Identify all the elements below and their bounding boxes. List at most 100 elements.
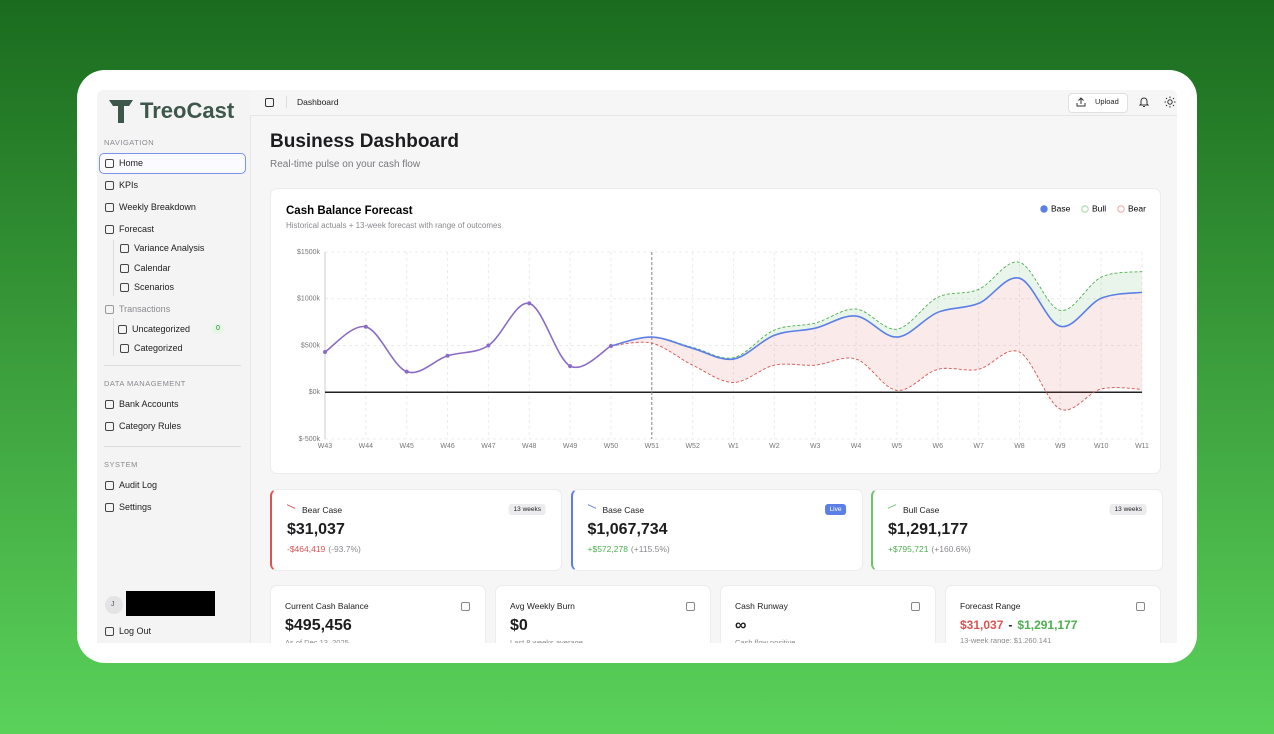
scenario-change: -$464,419 (-93.7%) xyxy=(287,543,361,555)
avatar-initial: J xyxy=(111,601,115,608)
top-bar xyxy=(250,90,1177,116)
nav-item[interactable]: Home xyxy=(119,158,144,168)
divider xyxy=(104,365,241,366)
actual-point xyxy=(404,369,409,374)
x-tick-label: W10 xyxy=(1094,443,1109,450)
scenario-change: +$795,721 (+160.6%) xyxy=(888,543,971,555)
app-inner: Cash Balance Forecast Historical actuals… xyxy=(97,90,1177,643)
scenario-badge: 13 weeks xyxy=(1109,504,1147,515)
nav-item[interactable]: Bank Accounts xyxy=(119,399,179,409)
y-tick-label: $1500k xyxy=(297,249,320,256)
bull-line xyxy=(610,261,1143,359)
metric-icon xyxy=(1136,602,1145,611)
nav-icon xyxy=(105,400,114,409)
x-tick-label: W50 xyxy=(604,443,619,450)
nav-item[interactable]: Transactions xyxy=(119,304,171,314)
x-tick-label: W43 xyxy=(318,443,333,450)
bear-line xyxy=(610,341,1143,411)
separator xyxy=(286,96,287,108)
y-tick-label: $0k xyxy=(309,389,321,396)
bear-range xyxy=(610,277,1142,411)
section-heading: DATA MANAGEMENT xyxy=(104,379,186,388)
base-line xyxy=(610,277,1143,361)
y-tick-label: $1000k xyxy=(297,296,320,303)
metric-icon xyxy=(461,602,470,611)
legend-label: Base xyxy=(1051,203,1071,213)
x-tick-label: W3 xyxy=(810,443,821,450)
metric-icon xyxy=(911,602,920,611)
legend-swatch xyxy=(1081,205,1089,213)
badge: 0 xyxy=(212,324,224,334)
x-tick-label: W11 xyxy=(1135,443,1149,450)
nav-icon xyxy=(118,325,127,334)
chart-card: Cash Balance Forecast Historical actuals… xyxy=(270,188,1161,474)
logo-text: TreoCast xyxy=(140,98,235,123)
metric-note: Last 8 weeks average xyxy=(510,638,583,643)
page-title: Business Dashboard xyxy=(270,131,459,152)
x-tick-label: W6 xyxy=(933,443,944,450)
sidebar-toggle[interactable] xyxy=(265,98,274,107)
page-subtitle: Real-time pulse on your cash flow xyxy=(270,159,421,170)
metric-card xyxy=(270,585,486,643)
change-pct: (+160.6%) xyxy=(931,544,971,554)
metric-value: ∞ xyxy=(735,617,747,634)
nav-item[interactable]: Scenarios xyxy=(134,282,175,292)
metric-range: $31,037- $1,291,177 xyxy=(960,619,1077,632)
nav-item[interactable]: KPIs xyxy=(119,180,139,190)
x-tick-label: W44 xyxy=(359,443,374,450)
x-tick-label: W9 xyxy=(1055,443,1066,450)
x-tick-label: W4 xyxy=(851,443,862,450)
nav-item[interactable]: Audit Log xyxy=(119,480,158,490)
scenario-value: $31,037 xyxy=(287,521,345,538)
nav-item[interactable]: Calendar xyxy=(134,263,171,273)
nav-item[interactable]: Category Rules xyxy=(119,421,182,431)
change-amount: -$464,419 xyxy=(287,544,326,554)
actual-point xyxy=(608,343,613,348)
change-amount: +$795,721 xyxy=(888,544,929,554)
scenario-value: $1,067,734 xyxy=(587,521,668,538)
x-tick-label: W48 xyxy=(522,443,537,450)
metric-card xyxy=(495,585,711,643)
scenario-name: Bull Case xyxy=(903,505,940,515)
metric-icon xyxy=(686,602,695,611)
nav-icon xyxy=(105,503,114,512)
legend-label: Bull xyxy=(1092,203,1106,213)
section-heading: NAVIGATION xyxy=(104,138,155,147)
nav-icon xyxy=(105,481,114,490)
nav-item[interactable]: Uncategorized xyxy=(132,324,191,334)
metric-value: $0 xyxy=(510,617,528,634)
x-tick-label: W47 xyxy=(481,443,496,450)
scenario-name: Bear Case xyxy=(302,505,343,515)
y-tick-label: $500k xyxy=(301,342,321,349)
change-pct: (+115.5%) xyxy=(630,544,670,554)
scenario-value: $1,291,177 xyxy=(888,521,969,538)
x-tick-label: W1 xyxy=(728,443,739,450)
divider xyxy=(104,446,241,447)
scenario-card xyxy=(570,489,863,571)
scenario-badge: 13 weeks xyxy=(508,504,546,515)
bell-icon[interactable] xyxy=(1138,96,1150,108)
nav-item[interactable]: Variance Analysis xyxy=(134,243,205,253)
nav-item[interactable]: Forecast xyxy=(119,224,155,234)
section-heading: SYSTEM xyxy=(104,460,138,469)
change-amount: +$572,278 xyxy=(587,544,628,554)
logout[interactable]: Log Out xyxy=(119,626,152,636)
redacted-name xyxy=(126,591,215,616)
nav-item[interactable]: Weekly Breakdown xyxy=(119,202,196,212)
breadcrumb: Dashboard xyxy=(297,97,339,107)
x-tick-label: W49 xyxy=(563,443,578,450)
chart-title: Cash Balance Forecast xyxy=(286,205,413,217)
nav-item[interactable]: Categorized xyxy=(134,343,183,353)
y-tick-label: $-500k xyxy=(299,436,321,443)
upload-label[interactable]: Upload xyxy=(1095,97,1119,106)
x-tick-label: W2 xyxy=(769,443,780,450)
x-tick-label: W45 xyxy=(399,443,414,450)
upload-button[interactable] xyxy=(1068,93,1128,113)
x-tick-label: W46 xyxy=(440,443,455,450)
nav-icon xyxy=(105,225,114,234)
metric-title: Forecast Range xyxy=(960,601,1021,611)
nav-item[interactable]: Settings xyxy=(119,502,152,512)
actual-point xyxy=(363,324,368,329)
nav-icon xyxy=(120,344,129,353)
theme-icon[interactable] xyxy=(1164,96,1176,108)
